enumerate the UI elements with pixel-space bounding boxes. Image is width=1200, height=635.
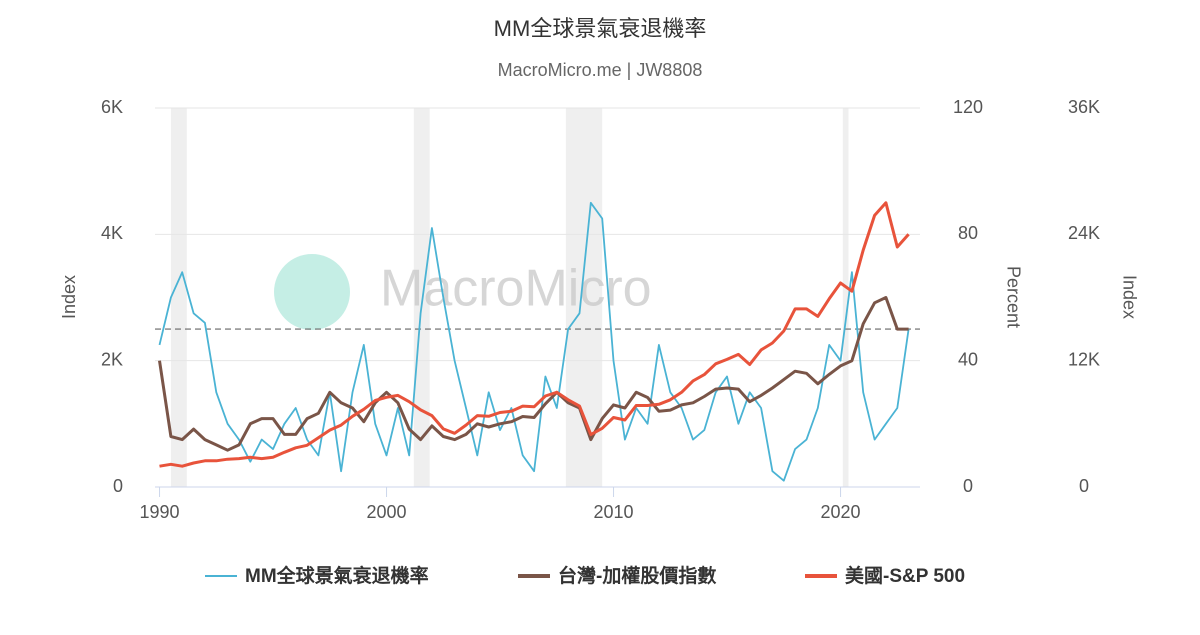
- y2-tick-label: 80: [958, 223, 978, 243]
- y2-tick-label: 40: [958, 349, 978, 369]
- shaded-range: [842, 108, 849, 487]
- chart-title: MM全球景氣衰退機率: [494, 16, 707, 41]
- y3-tick-label: 12K: [1068, 349, 1100, 369]
- chart-subtitle: MacroMicro.me | JW8808: [498, 60, 703, 80]
- legend-label: 台灣-加權股價指數: [558, 564, 716, 587]
- y-tick-label: 4K: [101, 223, 123, 243]
- legend-label: MM全球景氣衰退機率: [245, 564, 429, 587]
- x-tick-label: 2000: [367, 502, 407, 522]
- x-tick-label: 2010: [594, 502, 634, 522]
- y-tick-label: 6K: [101, 97, 123, 117]
- y2-tick-label: 0: [963, 476, 973, 496]
- y2-axis-title: Percent: [1003, 266, 1023, 328]
- y2-tick-label: 120: [953, 97, 983, 117]
- shaded-range: [170, 108, 187, 487]
- legend-label: 美國-S&P 500: [845, 564, 965, 587]
- x-tick-label: 1990: [140, 502, 180, 522]
- x-tick-label: 2020: [821, 502, 861, 522]
- series-line: [159, 201, 910, 468]
- y3-tick-label: 36K: [1068, 97, 1100, 117]
- y-axis-title: Index: [59, 275, 79, 319]
- y-tick-label: 0: [113, 476, 123, 496]
- series-line: [158, 201, 910, 482]
- y3-tick-label: 24K: [1068, 223, 1100, 243]
- y3-axis-title: Index: [1119, 275, 1139, 319]
- y-tick-label: 2K: [101, 349, 123, 369]
- shaded-range: [413, 108, 430, 487]
- series-line: [158, 296, 909, 452]
- watermark-logo: [274, 254, 350, 330]
- y3-tick-label: 0: [1079, 476, 1089, 496]
